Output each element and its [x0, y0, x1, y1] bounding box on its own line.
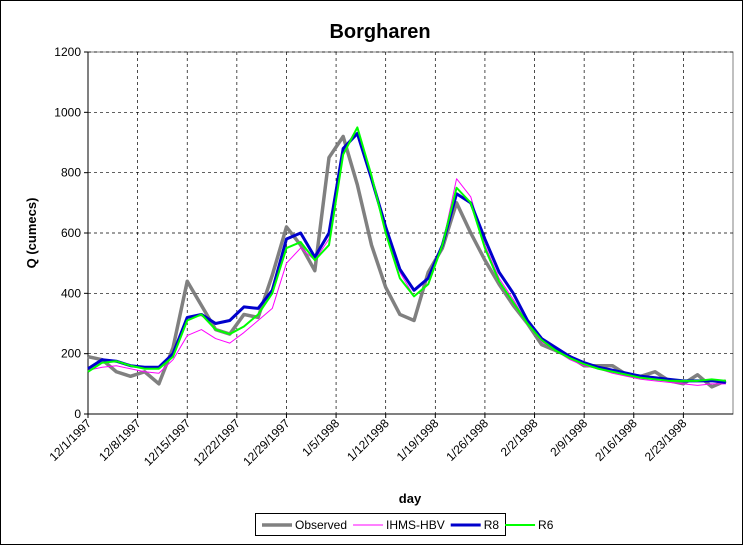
legend-label: R6: [538, 518, 554, 532]
y-tick-label: 600: [61, 226, 81, 240]
chart-title: Borgharen: [329, 21, 430, 43]
y-tick-label: 1200: [54, 45, 81, 59]
legend-label: R8: [484, 518, 500, 532]
y-tick-label: 400: [61, 286, 81, 300]
y-axis-label: Q (cumecs): [24, 198, 39, 269]
series-line: [87, 126, 727, 382]
y-tick-label: 200: [61, 347, 81, 361]
y-tick-label: 0: [74, 407, 81, 421]
y-tick-label: 1000: [54, 105, 81, 119]
series-line: [87, 126, 726, 386]
series-line: [87, 131, 727, 384]
y-tick-label: 800: [61, 166, 81, 180]
x-axis-label: day: [399, 491, 422, 506]
legend-label: IHMS-HBV: [386, 518, 445, 532]
plot-area: [87, 51, 734, 415]
legend-label: Observed: [295, 518, 347, 532]
